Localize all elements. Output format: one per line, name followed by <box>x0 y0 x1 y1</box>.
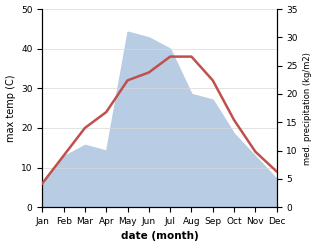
X-axis label: date (month): date (month) <box>121 231 198 242</box>
Y-axis label: max temp (C): max temp (C) <box>5 74 16 142</box>
Y-axis label: med. precipitation (kg/m2): med. precipitation (kg/m2) <box>303 52 313 165</box>
